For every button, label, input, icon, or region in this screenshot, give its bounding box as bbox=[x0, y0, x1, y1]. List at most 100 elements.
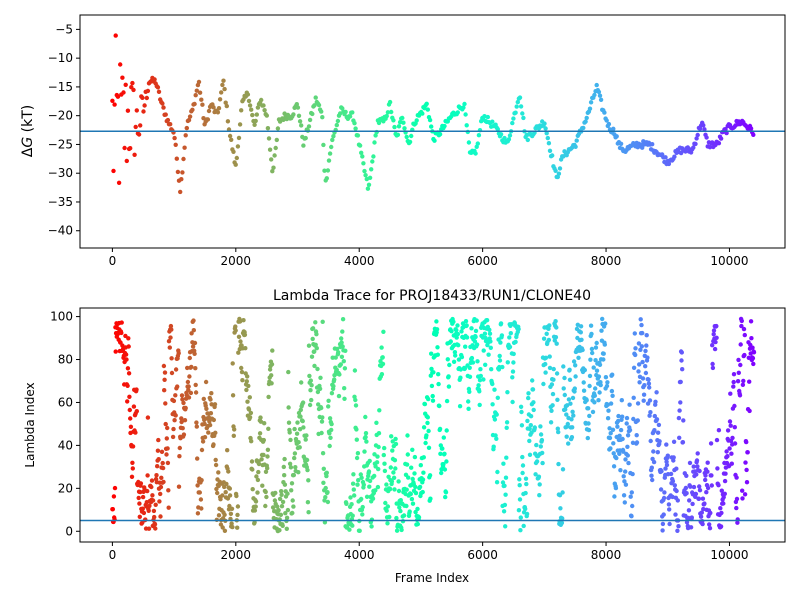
lambda-point bbox=[424, 433, 429, 438]
lambda-point bbox=[296, 440, 301, 445]
lambda-point bbox=[422, 401, 428, 407]
lambda-point bbox=[296, 470, 301, 475]
lambda-point bbox=[145, 488, 150, 494]
lambda-point bbox=[396, 488, 402, 494]
lambda-point bbox=[572, 386, 577, 391]
lambda-point bbox=[467, 389, 472, 394]
lambda-point bbox=[327, 443, 332, 449]
lambda-point bbox=[338, 362, 343, 367]
delta-g-point bbox=[455, 110, 460, 115]
delta-g-point bbox=[239, 108, 244, 113]
lambda-point bbox=[741, 378, 746, 384]
lambda-point bbox=[374, 460, 380, 465]
lambda-point bbox=[610, 427, 616, 432]
lambda-point bbox=[629, 514, 634, 519]
lambda-point bbox=[560, 467, 566, 472]
lambda-point bbox=[266, 426, 271, 431]
lambda-point bbox=[407, 509, 412, 514]
lambda-point bbox=[694, 458, 700, 463]
delta-g-point bbox=[175, 169, 181, 175]
lambda-point bbox=[486, 352, 491, 357]
lambda-point bbox=[533, 472, 538, 477]
lambda-point bbox=[707, 522, 712, 527]
lambda-point bbox=[439, 470, 444, 476]
lambda-point bbox=[147, 503, 152, 509]
lambda-point bbox=[389, 479, 395, 484]
lambda-point bbox=[618, 468, 623, 473]
lambda-point bbox=[250, 467, 255, 472]
delta-g-point bbox=[275, 126, 281, 131]
lambda-point bbox=[413, 490, 419, 496]
lambda-point bbox=[220, 525, 225, 530]
delta-g-point bbox=[545, 135, 550, 141]
delta-g-point bbox=[369, 167, 374, 172]
lambda-point bbox=[160, 460, 165, 466]
lambda-point bbox=[551, 366, 556, 372]
delta-g-point bbox=[372, 140, 377, 145]
lambda-point bbox=[125, 366, 131, 371]
lambda-point bbox=[555, 397, 560, 402]
delta-g-point bbox=[663, 155, 668, 160]
lambda-point bbox=[634, 433, 639, 438]
lambda-point bbox=[525, 418, 530, 424]
lambda-point bbox=[188, 390, 194, 396]
delta-g-point bbox=[329, 144, 334, 150]
delta-g-point bbox=[437, 132, 443, 137]
lambda-point bbox=[455, 323, 460, 328]
lambda-point bbox=[553, 319, 558, 324]
lambda-point bbox=[382, 468, 388, 474]
lambda-point bbox=[747, 379, 752, 384]
lambda-point bbox=[573, 363, 578, 368]
lambda-point bbox=[643, 348, 648, 354]
lambda-point bbox=[380, 361, 386, 367]
lambda-point bbox=[427, 473, 433, 478]
delta-g-point bbox=[517, 95, 523, 100]
lambda-point bbox=[315, 366, 320, 372]
lambda-point bbox=[430, 398, 436, 403]
delta-g-y-tick-label: −10 bbox=[48, 51, 73, 65]
lambda-point bbox=[228, 511, 234, 516]
lambda-point bbox=[561, 386, 566, 391]
lambda-point bbox=[494, 480, 500, 485]
lambda-point bbox=[503, 475, 509, 480]
lambda-point bbox=[145, 473, 150, 478]
lambda-point bbox=[362, 449, 367, 454]
delta-g-point bbox=[313, 95, 318, 100]
lambda-point bbox=[618, 427, 624, 433]
lambda-point bbox=[520, 454, 525, 460]
lambda-point bbox=[320, 451, 326, 456]
lambda-point bbox=[674, 488, 679, 494]
lambda-point bbox=[538, 444, 543, 449]
lambda-point bbox=[640, 359, 645, 365]
lambda-point bbox=[586, 421, 591, 426]
lambda-point bbox=[222, 512, 227, 517]
lambda-point bbox=[598, 382, 603, 388]
lambda-point bbox=[693, 491, 699, 497]
delta-g-point bbox=[640, 145, 645, 150]
delta-g-point bbox=[694, 136, 699, 141]
lambda-point bbox=[458, 367, 463, 372]
lambda-point bbox=[518, 404, 524, 409]
lambda-point bbox=[347, 527, 352, 532]
lambda-point bbox=[158, 514, 163, 519]
delta-g-point bbox=[525, 137, 530, 143]
lambda-point bbox=[377, 408, 382, 413]
lambda-point bbox=[364, 494, 370, 499]
lambda-point bbox=[675, 498, 680, 503]
delta-g-point bbox=[111, 168, 116, 174]
lambda-y-axis-label: Lambda Index bbox=[23, 382, 37, 467]
lambda-point bbox=[159, 475, 164, 480]
delta-g-point bbox=[424, 101, 429, 107]
lambda-point bbox=[657, 439, 662, 444]
lambda-x-tick-label: 4000 bbox=[344, 548, 375, 562]
lambda-point bbox=[634, 440, 640, 445]
lambda-point bbox=[208, 397, 213, 402]
lambda-point bbox=[488, 339, 493, 344]
lambda-point bbox=[597, 390, 602, 395]
lambda-point bbox=[426, 428, 431, 434]
lambda-point bbox=[192, 340, 198, 346]
lambda-point bbox=[235, 512, 240, 518]
delta-g-point bbox=[227, 133, 233, 139]
lambda-point bbox=[269, 362, 275, 367]
lambda-point bbox=[289, 488, 294, 493]
